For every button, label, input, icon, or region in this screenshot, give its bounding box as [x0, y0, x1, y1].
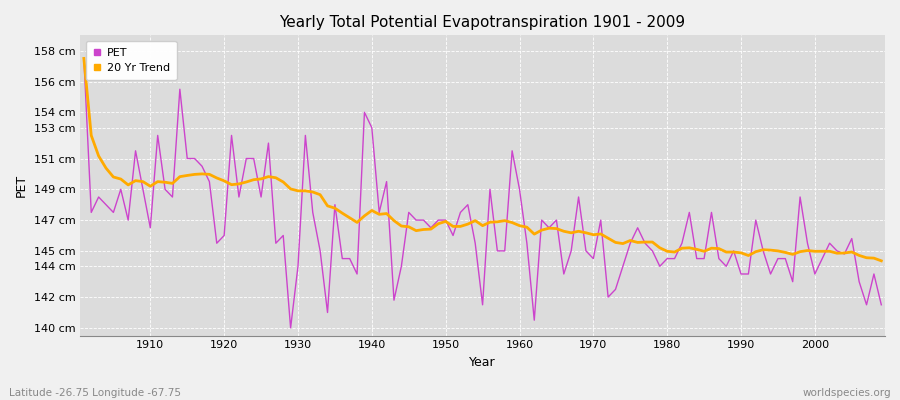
Title: Yearly Total Potential Evapotranspiration 1901 - 2009: Yearly Total Potential Evapotranspiratio… — [280, 15, 686, 30]
Text: Latitude -26.75 Longitude -67.75: Latitude -26.75 Longitude -67.75 — [9, 388, 181, 398]
Text: worldspecies.org: worldspecies.org — [803, 388, 891, 398]
Legend: PET, 20 Yr Trend: PET, 20 Yr Trend — [86, 41, 176, 80]
Y-axis label: PET: PET — [15, 174, 28, 197]
X-axis label: Year: Year — [469, 356, 496, 369]
